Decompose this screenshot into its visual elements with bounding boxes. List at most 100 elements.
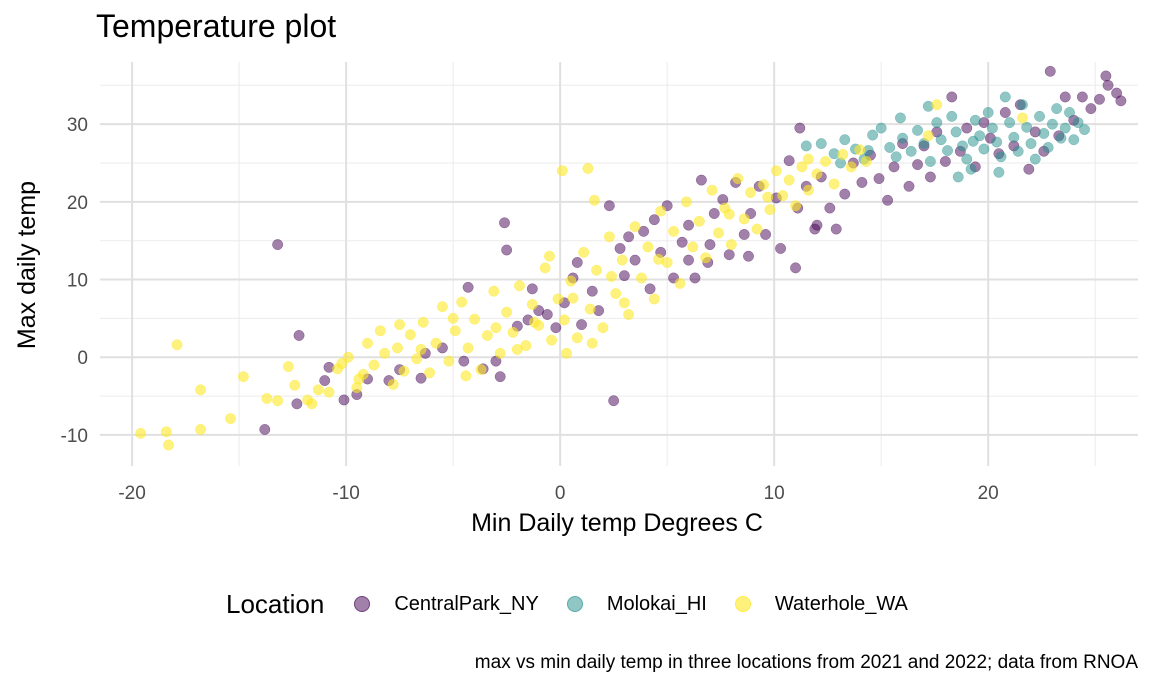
data-point: [924, 171, 936, 183]
data-point: [811, 168, 823, 180]
data-point: [982, 107, 994, 118]
data-point: [447, 312, 459, 324]
data-point: [856, 176, 868, 188]
data-point: [912, 124, 924, 136]
data-point: [1055, 132, 1067, 144]
data-point: [1012, 145, 1024, 157]
data-point: [680, 196, 692, 208]
legend: Location CentralPark_NY Molokai_HI Water…: [226, 586, 936, 622]
data-point: [1016, 112, 1028, 124]
data-point: [723, 249, 735, 261]
data-point: [903, 180, 915, 192]
data-point: [815, 138, 827, 150]
data-point: [561, 347, 573, 359]
data-point: [606, 270, 617, 282]
x-axis-title: Min Daily temp Degrees C: [471, 509, 763, 537]
data-point: [770, 165, 782, 177]
data-point: [751, 223, 763, 235]
data-point: [912, 159, 924, 171]
data-point: [424, 367, 436, 379]
data-point: [629, 254, 641, 266]
data-point: [783, 155, 795, 167]
data-point: [623, 231, 635, 243]
data-point: [597, 322, 609, 334]
data-point: [417, 316, 429, 328]
data-point: [800, 140, 812, 152]
data-point: [1021, 121, 1033, 133]
data-point: [225, 413, 237, 425]
data-point: [558, 314, 570, 326]
data-point: [700, 252, 712, 264]
series-CentralPark_NY: [259, 65, 1127, 435]
data-point: [1100, 70, 1112, 82]
data-point: [387, 378, 399, 390]
data-point: [588, 194, 600, 206]
data-point: [668, 225, 680, 237]
data-point: [704, 239, 716, 251]
data-point: [993, 166, 1005, 178]
data-point: [839, 188, 851, 200]
data-point: [443, 355, 455, 367]
data-point: [338, 394, 350, 406]
data-point: [623, 309, 635, 320]
data-point: [950, 126, 962, 138]
data-point: [946, 91, 958, 103]
data-point: [683, 219, 695, 231]
data-point: [526, 298, 538, 310]
data-point: [415, 372, 427, 384]
data-point: [449, 325, 461, 337]
data-point: [830, 223, 842, 235]
data-point: [802, 153, 814, 165]
data-point: [507, 326, 519, 338]
data-point: [1102, 79, 1114, 91]
data-point: [306, 398, 318, 410]
data-point: [571, 256, 583, 268]
data-point: [319, 375, 331, 386]
data-point: [1072, 117, 1084, 129]
data-point: [764, 204, 776, 216]
data-point: [499, 217, 510, 229]
data-point: [837, 149, 849, 160]
data-point: [693, 215, 705, 227]
data-point: [854, 144, 866, 156]
data-point: [995, 151, 1007, 163]
data-point: [291, 398, 303, 410]
data-point: [648, 214, 660, 226]
data-point: [614, 243, 626, 254]
data-point: [939, 155, 951, 167]
data-point: [289, 379, 301, 391]
data-point: [867, 129, 879, 141]
data-point: [460, 370, 472, 382]
data-point: [1085, 103, 1097, 115]
data-point: [952, 171, 964, 183]
data-point: [490, 322, 502, 334]
y-axis-title: Max daily temp: [13, 181, 41, 349]
data-point: [481, 330, 493, 341]
data-point: [875, 122, 887, 134]
data-point: [511, 344, 523, 355]
data-point: [494, 347, 506, 359]
data-point: [828, 178, 840, 190]
data-point: [706, 184, 718, 196]
data-point: [946, 110, 958, 122]
data-point: [687, 241, 699, 253]
data-points: [135, 65, 1127, 451]
data-point: [820, 155, 831, 167]
data-point: [1068, 134, 1080, 146]
data-point: [1059, 122, 1071, 134]
data-point: [745, 187, 757, 198]
x-tick-label: 10: [764, 483, 785, 504]
data-point: [790, 262, 802, 274]
data-point: [550, 322, 562, 334]
data-point: [642, 241, 654, 253]
data-point: [576, 319, 587, 331]
data-point: [272, 239, 284, 251]
data-point: [342, 351, 354, 363]
data-point: [582, 162, 594, 174]
data-point: [991, 136, 1003, 148]
data-point: [458, 355, 470, 367]
data-point: [556, 165, 568, 177]
data-point: [1115, 95, 1127, 107]
data-point: [398, 365, 410, 377]
